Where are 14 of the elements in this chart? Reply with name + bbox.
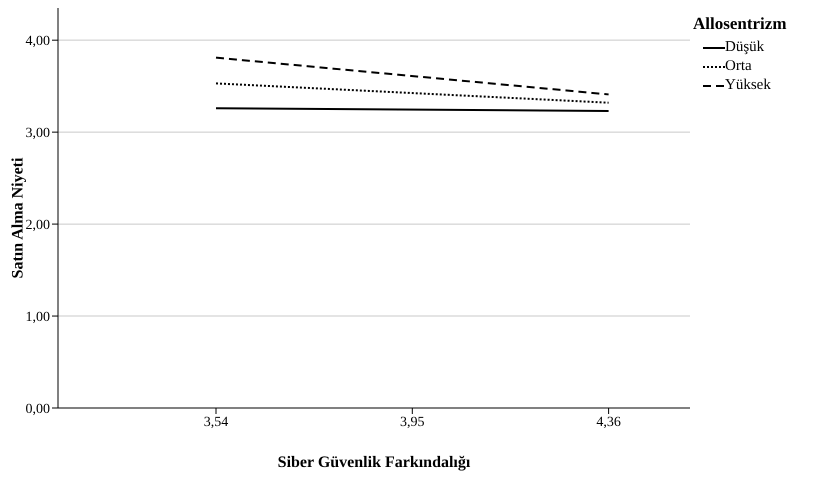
legend-label: Orta	[725, 57, 752, 76]
y-tick-label: 1,00	[26, 310, 50, 326]
x-tick-label: 3,95	[400, 414, 425, 430]
y-tick-label: 4,00	[26, 34, 50, 50]
y-tick-label: 2,00	[26, 218, 50, 234]
y-tick-label: 3,00	[26, 126, 50, 142]
x-axis-title: Siber Güvenlik Farkındalığı	[276, 454, 472, 472]
legend-label: Düşük	[725, 38, 764, 57]
y-axis-title: Satın Alma Niyeti	[9, 158, 26, 278]
x-tick-label: 3,54	[204, 414, 228, 430]
legend-label: Yüksek	[725, 76, 771, 95]
y-tick-label: 0,00	[26, 402, 50, 417]
legend-title: Allosentrizm	[693, 14, 786, 34]
x-tick-label: 4,36	[596, 414, 621, 430]
